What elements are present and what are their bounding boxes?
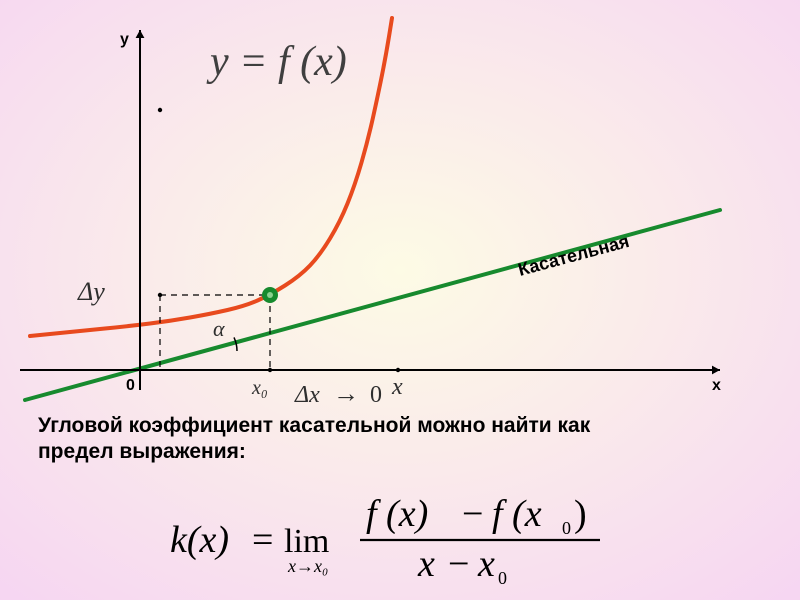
- formula-kx: k(x): [170, 519, 229, 561]
- formula-den-x0-sub: 0: [498, 568, 507, 588]
- equation-y-eq-fx: y = f (x): [206, 39, 347, 85]
- tangent-point-inner: [267, 292, 273, 298]
- caption-line-2: предел выражения:: [38, 440, 246, 463]
- x-axis-label: х: [712, 377, 721, 394]
- y-axis-label: у: [120, 31, 129, 48]
- x0-label: x₀: [251, 377, 268, 399]
- formula-lim-sub: x→x₀: [287, 556, 328, 576]
- formula-den-x0: x: [477, 543, 495, 585]
- caption-line-1: Угловой коэффициент касательной можно на…: [38, 414, 591, 437]
- x-var-label: x: [391, 374, 403, 400]
- alpha-label: α: [213, 316, 225, 341]
- formula-den-minus: −: [448, 543, 469, 585]
- formula-num-fx0-sub: 0: [562, 518, 571, 538]
- formula-num-fx: f (x): [366, 493, 428, 535]
- formula-eq: =: [252, 519, 273, 561]
- zero-text: 0: [370, 382, 382, 408]
- formula-num-minus: −: [462, 493, 483, 535]
- arrow-text: →: [333, 379, 359, 408]
- figure-root: Касательная х у 0 y = f (x) Δy α x₀ x Δx…: [0, 0, 800, 600]
- origin-label: 0: [126, 377, 135, 394]
- formula-num-close: ): [574, 493, 587, 535]
- formula-den-x: x: [417, 543, 435, 585]
- delta-x-text: Δx: [294, 382, 320, 408]
- formula-lim: lim: [284, 523, 329, 560]
- figure-svg: Касательная х у 0 y = f (x) Δy α x₀ x Δx…: [0, 0, 800, 600]
- delta-y-label: Δy: [77, 277, 105, 306]
- formula-num-fx0: f (x: [492, 493, 542, 535]
